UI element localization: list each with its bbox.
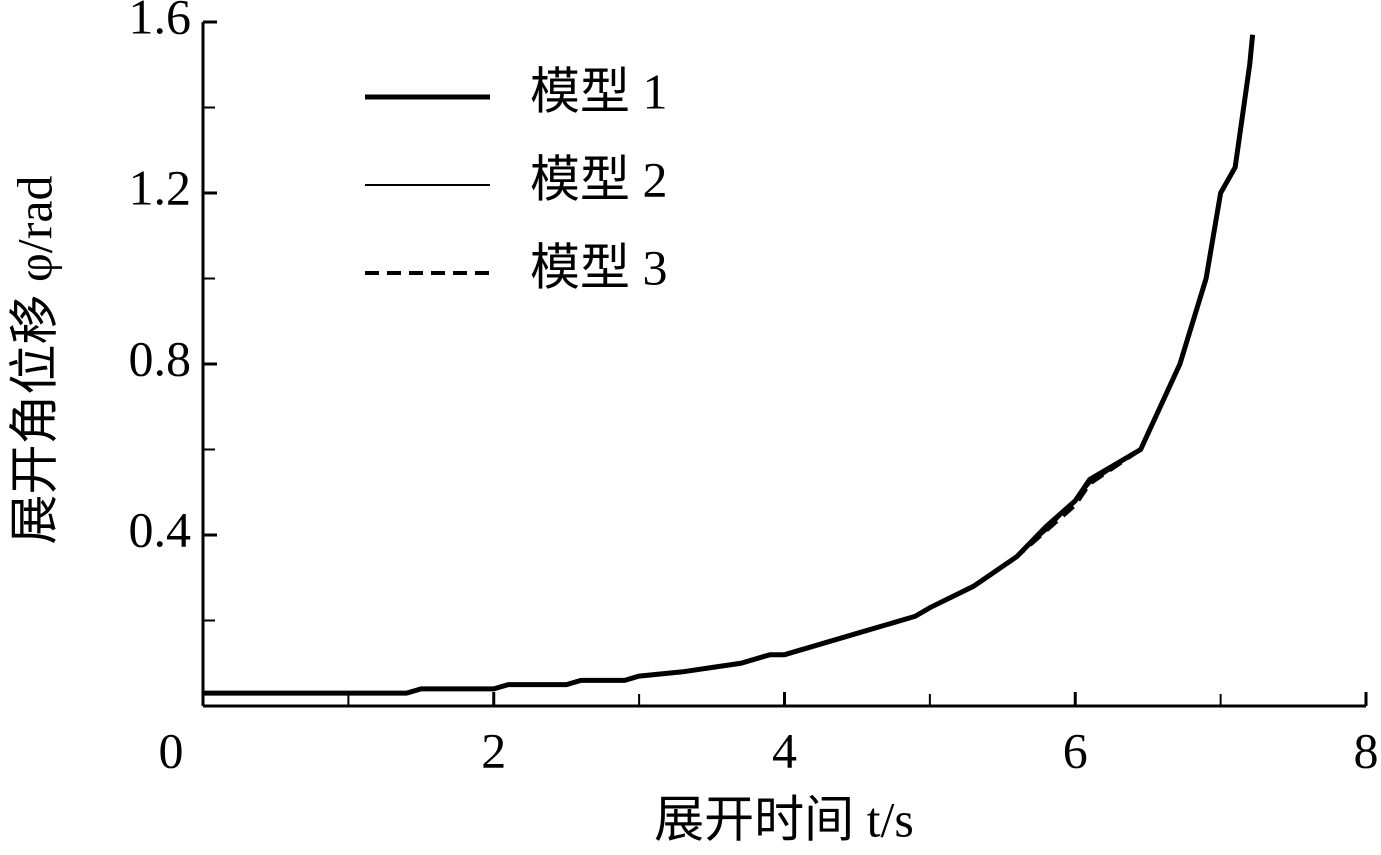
series-line xyxy=(203,34,1255,696)
legend-label: 模型 3 xyxy=(530,239,668,295)
x-axis-label: 展开时间 t/s xyxy=(654,791,914,847)
y-tick-label: 1.6 xyxy=(129,0,192,44)
legend-label: 模型 1 xyxy=(530,63,668,119)
x-tick-label: 0 xyxy=(159,722,184,778)
y-tick-label: 0.8 xyxy=(129,330,192,386)
x-tick-label: 4 xyxy=(772,722,797,778)
y-axis-label: 展开角位移 φ/rad xyxy=(6,175,62,544)
series-line xyxy=(203,34,1254,695)
y-tick-label: 0.4 xyxy=(129,501,192,557)
legend-label: 模型 2 xyxy=(530,151,668,207)
x-tick-label: 6 xyxy=(1063,722,1088,778)
series-line xyxy=(203,34,1256,696)
y-tick-label: 1.2 xyxy=(129,159,192,215)
x-tick-label: 2 xyxy=(481,722,506,778)
x-tick-label: 8 xyxy=(1354,722,1379,778)
